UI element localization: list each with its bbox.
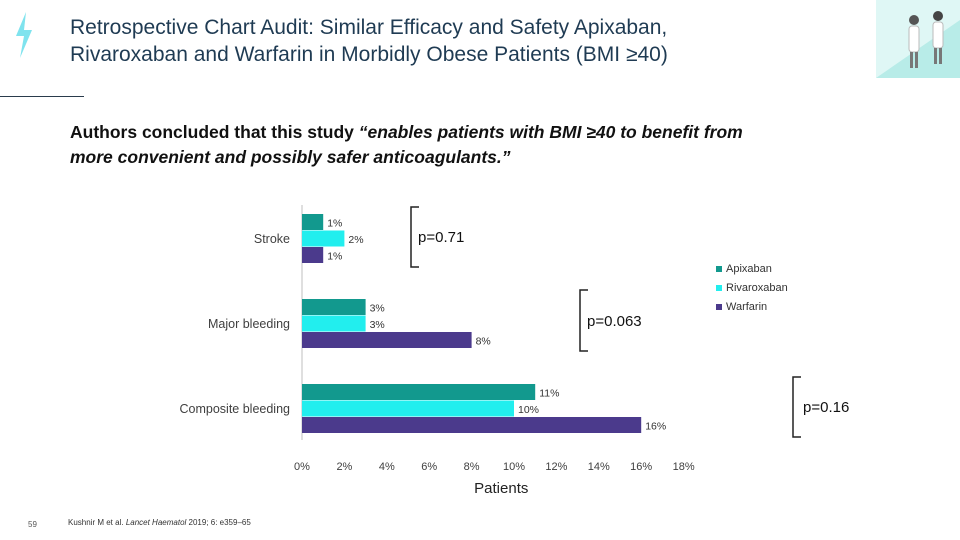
doctors-photo-icon — [876, 0, 960, 78]
data-label-stroke-warfarin: 1% — [327, 250, 342, 262]
legend-label-apixaban: Apixaban — [726, 262, 772, 275]
data-label-major-bleeding-apixaban: 3% — [370, 302, 385, 314]
legend-item-warfarin: Warfarin — [716, 297, 788, 316]
bracket-stroke — [410, 206, 419, 268]
conclusion-intro: Authors concluded that this study — [70, 122, 359, 142]
brand-logo-icon — [16, 12, 32, 58]
conclusion-line-2: more convenient and possibly safer antic… — [70, 145, 870, 170]
page-number: 59 — [28, 520, 37, 529]
bar-major-bleeding-apixaban — [302, 299, 366, 315]
data-label-major-bleeding-warfarin: 8% — [476, 335, 491, 347]
x-tick-label-7: 14% — [588, 461, 610, 473]
data-label-composite-bleeding-apixaban: 11% — [539, 387, 559, 399]
bar-stroke-warfarin — [302, 247, 324, 263]
reference-footnote: Kushnir M et al. Lancet Haematol 2019; 6… — [68, 518, 251, 527]
x-tick-label-3: 6% — [421, 461, 437, 473]
title-line-2: Rivaroxaban and Warfarin in Morbidly Obe… — [70, 43, 668, 66]
x-tick-label-9: 18% — [673, 461, 695, 473]
conclusion-quote-1: “enables patients with BMI ≥40 to benefi… — [358, 122, 743, 142]
category-label-stroke: Stroke — [254, 232, 290, 246]
x-tick-label-2: 4% — [379, 461, 395, 473]
conclusion-text: Authors concluded that this study “enabl… — [70, 120, 870, 170]
legend-label-rivaroxaban: Rivaroxaban — [726, 281, 788, 294]
bar-major-bleeding-rivaroxaban — [302, 315, 366, 332]
legend-label-warfarin: Warfarin — [726, 300, 768, 313]
data-label-stroke-apixaban: 1% — [327, 217, 342, 229]
p-value-stroke: p=0.71 — [418, 229, 464, 246]
chart-legend: Apixaban Rivaroxaban Warfarin — [716, 259, 788, 316]
bar-stroke-apixaban — [302, 214, 324, 230]
x-tick-label-5: 10% — [503, 461, 525, 473]
p-value-major-bleeding: p=0.063 — [587, 313, 642, 330]
category-label-major-bleeding: Major bleeding — [208, 317, 290, 331]
bar-composite-bleeding-apixaban — [302, 384, 536, 400]
reference-journal: Lancet Haematol — [125, 518, 187, 527]
title-divider — [0, 96, 84, 97]
data-label-stroke-rivaroxaban: 2% — [348, 234, 363, 246]
legend-swatch-apixaban — [716, 265, 722, 272]
bracket-composite-bleeding — [792, 376, 801, 438]
x-tick-label-1: 2% — [336, 461, 352, 473]
legend-item-apixaban: Apixaban — [716, 259, 788, 278]
category-label-composite-bleeding: Composite bleeding — [180, 402, 291, 416]
data-label-composite-bleeding-rivaroxaban: 10% — [518, 404, 539, 416]
bar-composite-bleeding-warfarin — [302, 417, 642, 433]
x-tick-label-6: 12% — [545, 461, 567, 473]
x-tick-label-4: 8% — [464, 461, 480, 473]
p-value-composite-bleeding: p=0.16 — [803, 399, 849, 416]
conclusion-line-1: Authors concluded that this study “enabl… — [70, 120, 870, 145]
data-label-composite-bleeding-warfarin: 16% — [645, 420, 666, 432]
conclusion-quote-2: more convenient and possibly safer antic… — [70, 147, 511, 167]
x-tick-label-0: 0% — [294, 461, 310, 473]
reference-citation: 2019; 6: e359–65 — [186, 518, 251, 527]
legend-swatch-rivaroxaban — [716, 284, 722, 291]
bracket-major-bleeding — [579, 289, 588, 352]
reference-authors: Kushnir M et al. — [68, 518, 126, 527]
legend-item-rivaroxaban: Rivaroxaban — [716, 278, 788, 297]
legend-swatch-warfarin — [716, 303, 722, 310]
data-label-major-bleeding-rivaroxaban: 3% — [370, 319, 385, 331]
bar-composite-bleeding-rivaroxaban — [302, 400, 514, 417]
x-axis-title: Patients — [474, 480, 528, 497]
slide-title: Retrospective Chart Audit: Similar Effic… — [70, 14, 850, 68]
x-tick-label-8: 16% — [630, 461, 652, 473]
bar-major-bleeding-warfarin — [302, 332, 472, 348]
title-line-1: Retrospective Chart Audit: Similar Effic… — [70, 16, 668, 39]
bar-stroke-rivaroxaban — [302, 230, 345, 247]
